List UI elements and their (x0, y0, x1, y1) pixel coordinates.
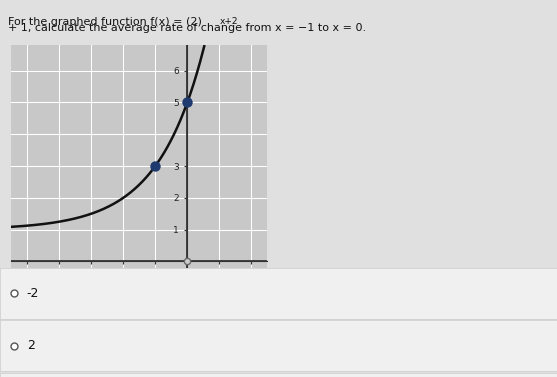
Text: 2: 2 (27, 339, 35, 352)
Text: x+2: x+2 (219, 17, 238, 26)
Text: -2: -2 (27, 287, 39, 300)
Text: + 1, calculate the average rate of change from x = −1 to x = 0.: + 1, calculate the average rate of chang… (8, 23, 367, 34)
Text: For the graphed function f(x) = (2): For the graphed function f(x) = (2) (8, 17, 202, 27)
